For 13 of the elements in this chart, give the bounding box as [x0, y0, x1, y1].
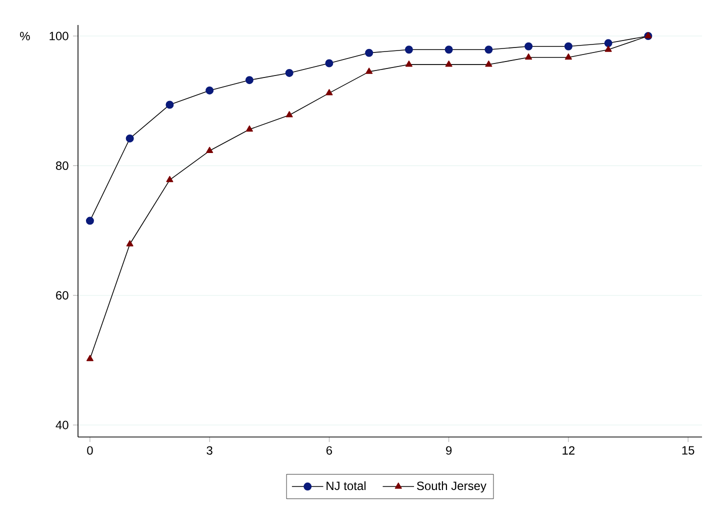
x-tick-label: 0 [87, 446, 93, 455]
y-axis-title: % [20, 32, 30, 40]
x-tick-label: 9 [446, 446, 452, 455]
legend-label: South Jersey [416, 481, 486, 492]
y-tick-label: 100 [50, 32, 68, 40]
x-tick-label: 3 [206, 446, 212, 455]
y-tick-label: 60 [56, 291, 68, 300]
x-tick-label: 12 [562, 446, 574, 455]
legend-label: NJ total [326, 481, 366, 490]
x-tick-label: 15 [682, 446, 694, 455]
y-tick-label: 80 [56, 161, 68, 170]
y-tick-label: 40 [56, 420, 68, 430]
x-tick-label: 6 [326, 446, 332, 455]
